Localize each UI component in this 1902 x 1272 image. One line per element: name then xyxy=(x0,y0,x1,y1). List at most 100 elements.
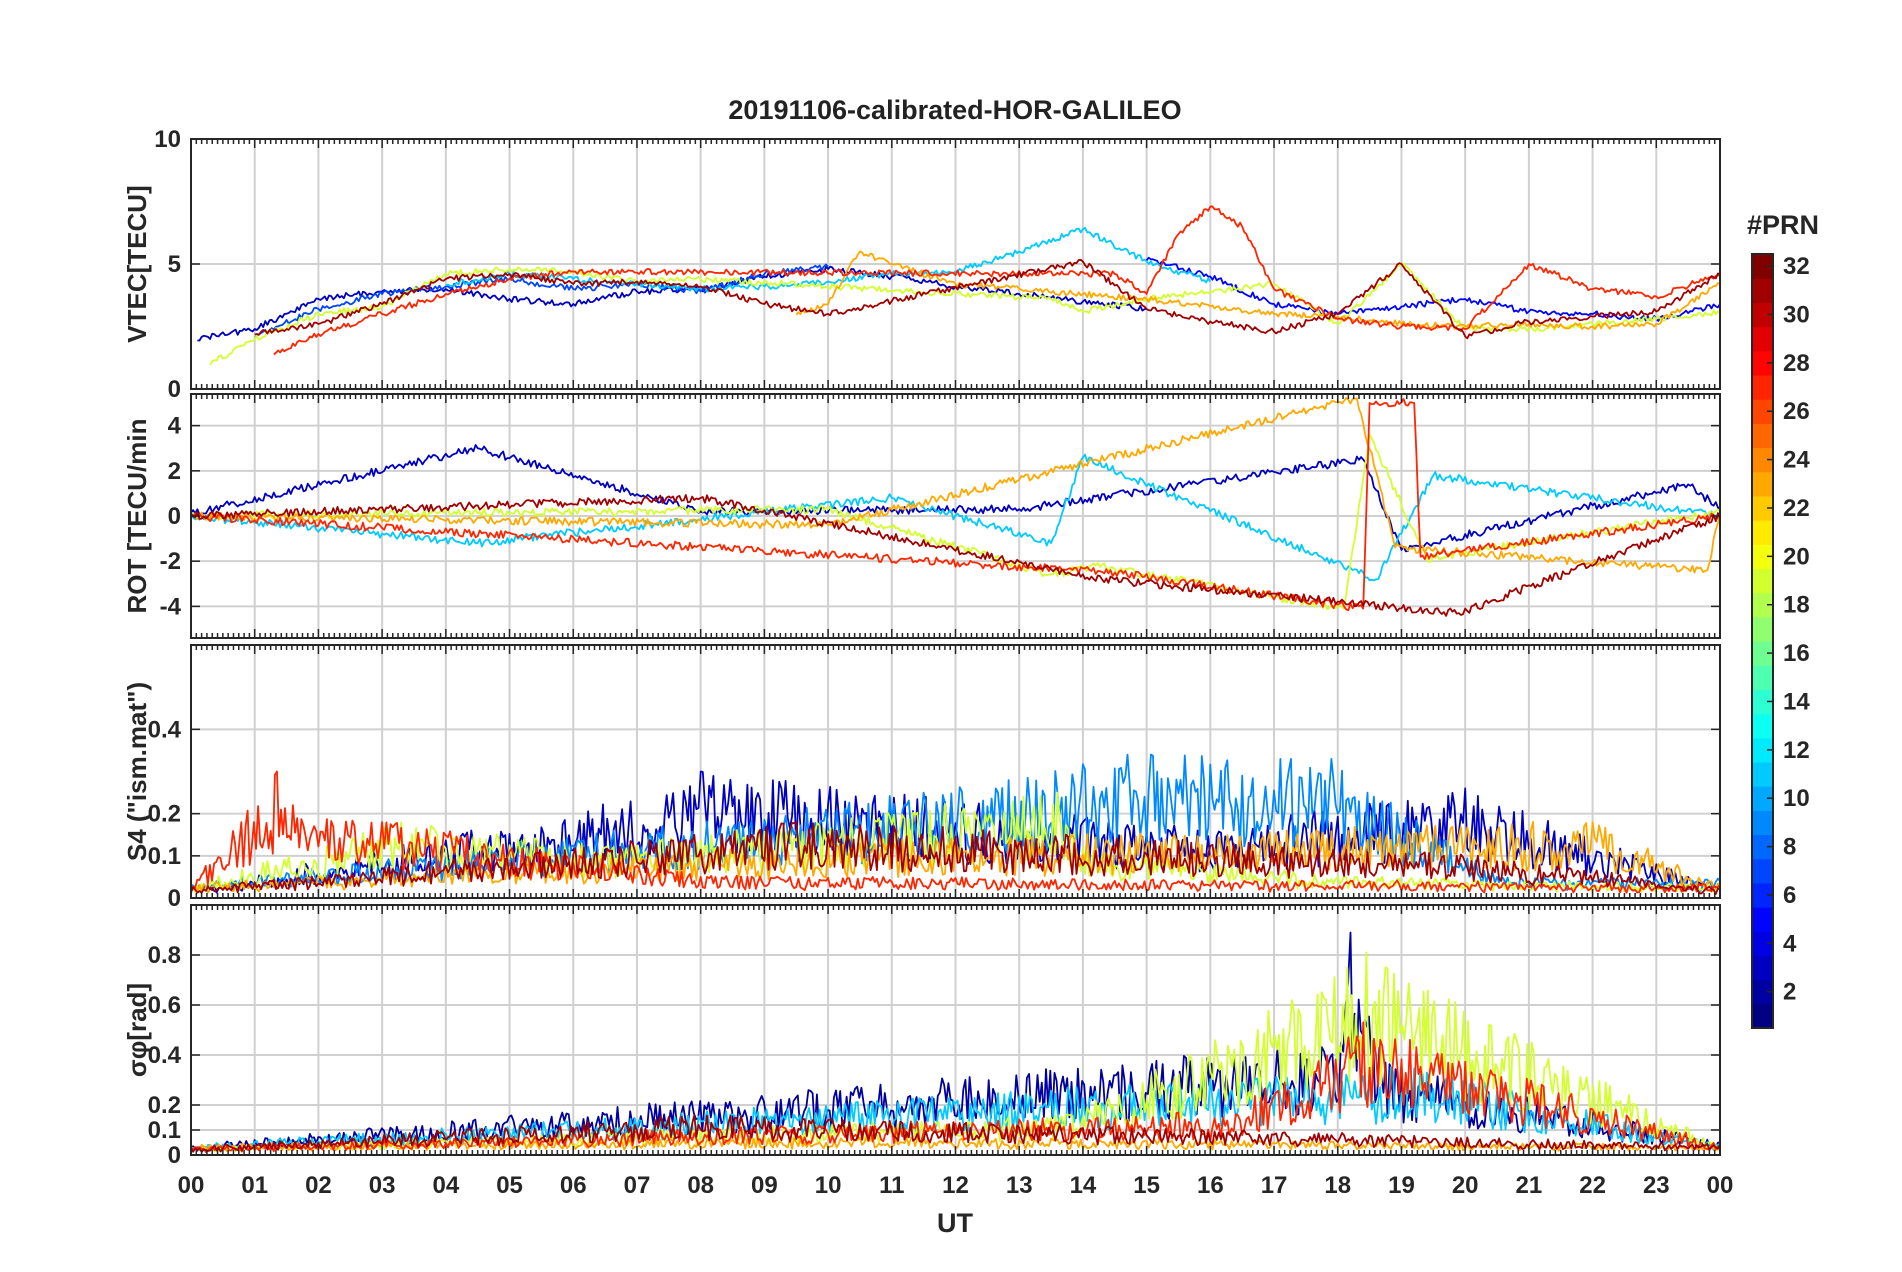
x-tick-label: 02 xyxy=(305,1172,332,1199)
colorbar-segment xyxy=(1752,447,1773,473)
y-tick-label: 10 xyxy=(154,126,181,153)
x-tick-label: 16 xyxy=(1197,1172,1224,1199)
colorbar-tick-label: 26 xyxy=(1783,398,1810,425)
series-group xyxy=(191,753,1720,895)
colorbar-tick-label: 24 xyxy=(1783,447,1810,474)
colorbar-segment xyxy=(1752,834,1773,860)
x-tick-label: 12 xyxy=(942,1172,969,1199)
series-group xyxy=(191,931,1720,1153)
x-tick-label: 08 xyxy=(687,1172,714,1199)
colorbar-segment xyxy=(1752,399,1773,424)
colorbar-segment xyxy=(1752,737,1773,763)
colorbar-segment xyxy=(1752,979,1773,1005)
colorbar-segment xyxy=(1752,786,1773,811)
colorbar-segment xyxy=(1752,326,1773,352)
colorbar-tick-label: 22 xyxy=(1783,495,1810,522)
y-tick-label: 4 xyxy=(168,413,182,440)
colorbar-tick-label: 28 xyxy=(1783,350,1810,377)
y-tick-label: 0.4 xyxy=(148,716,182,743)
x-tick-label: 19 xyxy=(1388,1172,1415,1199)
series-line-prn-27 xyxy=(191,398,1720,611)
chart-title: 20191106-calibrated-HOR-GALILEO xyxy=(728,95,1181,125)
y-axis-label: σφ[rad] xyxy=(122,983,152,1077)
y-tick-label: 0.8 xyxy=(148,942,181,969)
colorbar-segment xyxy=(1752,858,1773,884)
series-line-prn-11 xyxy=(191,1064,1720,1152)
series-line-prn-31 xyxy=(191,494,1720,617)
colorbar-segment xyxy=(1752,302,1773,328)
colorbar-segment xyxy=(1752,495,1773,521)
colorbar-segment xyxy=(1752,931,1773,957)
y-tick-label: 0.4 xyxy=(148,1042,182,1069)
panel-1: 0 5 10 VTEC[TECU] xyxy=(122,126,1721,403)
colorbar-tick-label: 2 xyxy=(1783,979,1796,1006)
series-line-prn-5 xyxy=(1145,256,1720,322)
y-tick-label: 0.2 xyxy=(148,801,181,828)
y-tick-label: 0.2 xyxy=(148,1092,181,1119)
colorbar-segment xyxy=(1752,1003,1773,1029)
x-tick-label: 17 xyxy=(1261,1172,1288,1199)
y-tick-label: 0 xyxy=(168,376,181,403)
colorbar-segment xyxy=(1752,471,1773,497)
x-tick-label: 00 xyxy=(1707,1172,1734,1199)
panel-frame xyxy=(190,644,1721,899)
x-tick-label: 05 xyxy=(496,1172,523,1199)
colorbar-frame xyxy=(1751,253,1774,1029)
colorbar-segment xyxy=(1752,423,1773,449)
y-tick-label: 2 xyxy=(168,458,181,485)
x-tick-label: 07 xyxy=(624,1172,651,1199)
series-line-prn-27 xyxy=(273,205,1720,356)
x-tick-label: 01 xyxy=(241,1172,268,1199)
x-tick-label: 23 xyxy=(1643,1172,1670,1199)
panel-2: -4 -2 0 2 4 ROT [TECU/min xyxy=(122,393,1721,639)
series-line-prn-27 xyxy=(191,770,1720,894)
colorbar-tick-label: 20 xyxy=(1783,543,1810,570)
x-tick-label: 20 xyxy=(1452,1172,1479,1199)
colorbar-tick-label: 14 xyxy=(1783,688,1810,715)
y-tick-label: 0 xyxy=(168,885,181,912)
colorbar-segment xyxy=(1752,568,1773,594)
panel-frame xyxy=(190,138,1721,390)
x-tick-label: 06 xyxy=(560,1172,587,1199)
colorbar-segment xyxy=(1752,907,1773,932)
colorbar-segment xyxy=(1752,810,1773,836)
series-line-prn-3 xyxy=(197,265,1147,342)
x-axis-label: UT xyxy=(937,1208,973,1238)
series-line-prn-31 xyxy=(254,259,1720,340)
panel-frame xyxy=(190,393,1721,639)
x-tick-label: 21 xyxy=(1516,1172,1543,1199)
colorbar-segment xyxy=(1752,641,1773,666)
x-tick-label: 09 xyxy=(751,1172,778,1199)
colorbar-tick-label: 6 xyxy=(1783,882,1796,909)
series-line-prn-3 xyxy=(191,770,1720,894)
colorbar-segment xyxy=(1752,616,1773,642)
series-line-prn-7 xyxy=(254,263,829,339)
series-line-prn-3 xyxy=(191,444,1720,553)
x-tick-label: 00 xyxy=(178,1172,205,1199)
colorbar-tick-label: 32 xyxy=(1783,253,1810,280)
colorbar-tick-label: 8 xyxy=(1783,834,1796,861)
panel-3: 0 0.1 0.2 0.4S4 ("ism.mat") xyxy=(122,644,1721,912)
colorbar-segment xyxy=(1752,955,1773,981)
colorbar-segment xyxy=(1752,592,1773,618)
colorbar-segments xyxy=(1752,254,1773,1029)
colorbar-segment xyxy=(1752,689,1773,715)
series-group xyxy=(191,397,1720,617)
y-axis-label: ROT [TECU/min xyxy=(122,419,152,614)
x-tick-label: 13 xyxy=(1006,1172,1033,1199)
panel-4: 00.10.2 0.4 0.6 0.8 σφ[rad] xyxy=(122,904,1721,1169)
colorbar-title: #PRN xyxy=(1747,210,1819,240)
y-axis-label: VTEC[TECU] xyxy=(122,185,152,342)
colorbar-tick-label: 12 xyxy=(1783,737,1810,764)
x-tick-label: 03 xyxy=(369,1172,396,1199)
colorbar-segment xyxy=(1752,882,1773,908)
series-line-prn-27 xyxy=(191,1021,1720,1153)
series-group xyxy=(197,205,1720,366)
y-axis-label: S4 ("ism.mat") xyxy=(122,682,152,861)
y-tick-label: 5 xyxy=(168,251,181,278)
series-line-prn-31 xyxy=(191,821,1720,895)
x-tick-label: 15 xyxy=(1133,1172,1160,1199)
